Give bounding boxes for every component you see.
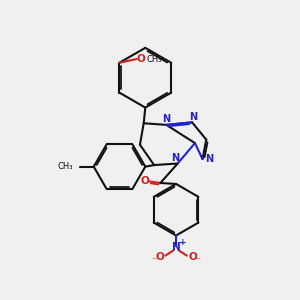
Text: +: + (178, 238, 186, 247)
Text: CH₃: CH₃ (146, 55, 162, 64)
Text: CH₃: CH₃ (57, 162, 73, 171)
Text: N: N (162, 114, 170, 124)
Text: O: O (140, 176, 149, 186)
Text: ⁻: ⁻ (152, 256, 157, 266)
Text: ⁻: ⁻ (196, 256, 201, 266)
Text: O: O (136, 54, 145, 64)
Text: N: N (172, 242, 181, 252)
Text: O: O (155, 252, 164, 262)
Text: N: N (189, 112, 197, 122)
Text: O: O (188, 252, 197, 262)
Text: N: N (171, 153, 179, 163)
Text: N: N (205, 154, 213, 164)
